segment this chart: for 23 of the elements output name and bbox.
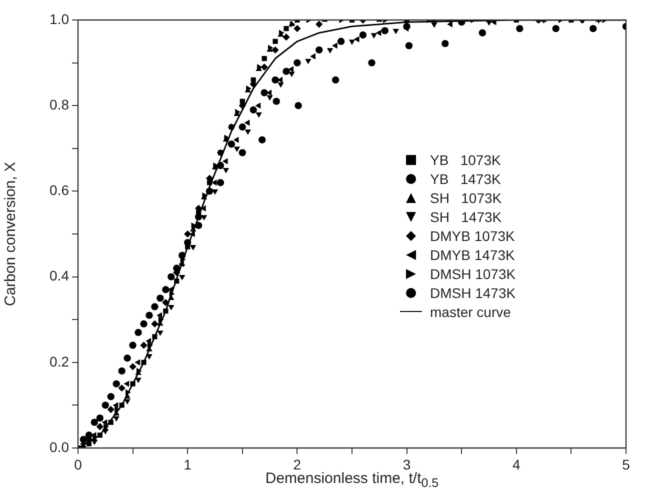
legend-label: YB 1473K — [430, 170, 501, 186]
legend-label: YB 1073K — [430, 152, 501, 168]
x-tick-label: 0 — [74, 456, 82, 472]
legend-label: DMSH 1473K — [430, 284, 516, 300]
x-tick-label: 1 — [184, 456, 192, 472]
legend-label: DMYB 1473K — [430, 246, 515, 262]
y-tick-label: 0.8 — [50, 96, 70, 112]
y-tick-label: 0.2 — [50, 353, 70, 370]
legend-label: SH 1073K — [430, 190, 502, 206]
legend-label: DMSH 1073K — [430, 266, 516, 282]
y-axis-title: Carbon conversion, X — [2, 162, 20, 306]
x-axis-title: Demensionless time, t/t$_{0.5}$ — [265, 470, 439, 490]
y-tick-label: 0.0 — [50, 438, 70, 455]
legend-label: SH 1473K — [430, 208, 502, 224]
x-tick-label: 4 — [512, 456, 520, 472]
x-tick-label: 3 — [402, 456, 411, 472]
y-tick-label: 1.0 — [50, 10, 70, 27]
y-tick-label: 0.6 — [50, 182, 70, 198]
legend-label: DMYB 1073K — [430, 228, 515, 244]
x-tick-label: 2 — [293, 456, 302, 472]
legend-label: master curve — [430, 304, 511, 320]
y-tick-label: 0.4 — [50, 268, 70, 284]
x-tick-label: 5 — [622, 456, 630, 472]
